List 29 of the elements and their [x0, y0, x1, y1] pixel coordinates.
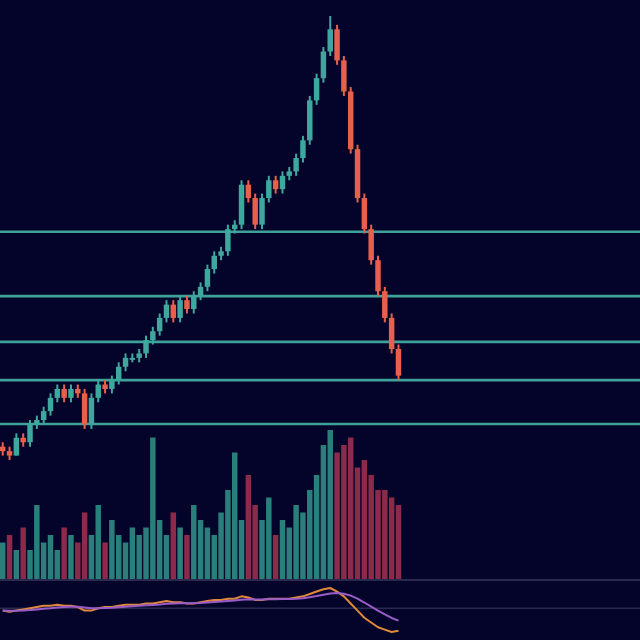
bar [81, 512, 88, 580]
bar [279, 520, 286, 580]
bar [177, 527, 183, 580]
bar [231, 452, 238, 580]
bar [341, 445, 347, 580]
bar [150, 437, 156, 580]
bar [266, 497, 272, 580]
bar [382, 490, 388, 580]
bar [20, 527, 26, 580]
bar [245, 475, 252, 580]
bar [95, 505, 101, 580]
bar [395, 505, 402, 580]
bar [293, 505, 299, 580]
bar [347, 437, 354, 580]
bar [102, 542, 108, 580]
bar [191, 505, 197, 580]
candlestick [13, 432, 20, 457]
bar [361, 460, 368, 580]
bar [109, 520, 115, 580]
bar [327, 430, 333, 580]
candlestick [81, 387, 88, 430]
bar [184, 535, 190, 580]
bar [170, 512, 177, 580]
bar [61, 527, 67, 580]
bar [334, 452, 340, 580]
bar [68, 535, 74, 580]
bar [34, 505, 40, 580]
bar [388, 497, 395, 580]
bar [136, 535, 142, 580]
